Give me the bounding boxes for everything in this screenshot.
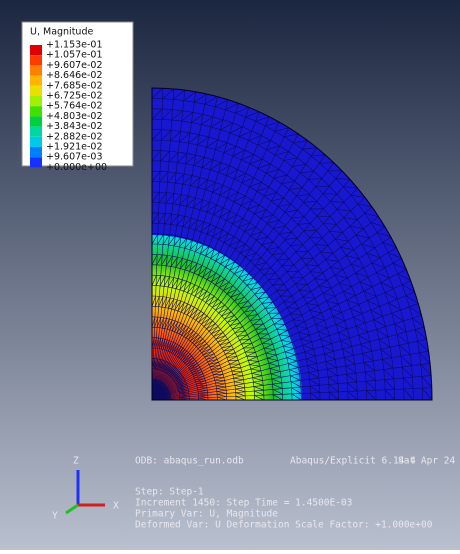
legend-swatch [30,86,42,96]
legend-label: +0.000e+00 [46,162,107,173]
y-label: Y [52,511,58,522]
legend-swatch [30,76,42,86]
legend-swatch [30,45,42,55]
legend-swatch [30,157,42,167]
info-line: Primary Var: U, Magnitude [135,509,278,520]
info-line: Step: Step-1 [135,487,204,498]
legend-swatch [30,106,42,116]
legend-swatch [30,137,42,147]
legend-swatch [30,127,42,137]
legend-swatch [30,65,42,75]
legend-swatch [30,96,42,106]
odb-name: ODB: abaqus_run.odb [135,456,244,467]
x-label: X [113,501,119,512]
legend-swatch [30,147,42,157]
legend-swatch [30,55,42,65]
z-label: Z [73,456,79,467]
legend-swatch [30,116,42,126]
info-line: Increment 1450: Step Time = 1.4500E-03 [135,498,352,509]
date: Sat Apr 24 [398,456,455,467]
legend: U, Magnitude +1.153e-01+1.057e-01+9.607e… [22,22,133,173]
info-line: Deformed Var: U Deformation Scale Factor… [135,520,433,531]
legend-title: U, Magnitude [30,27,93,38]
